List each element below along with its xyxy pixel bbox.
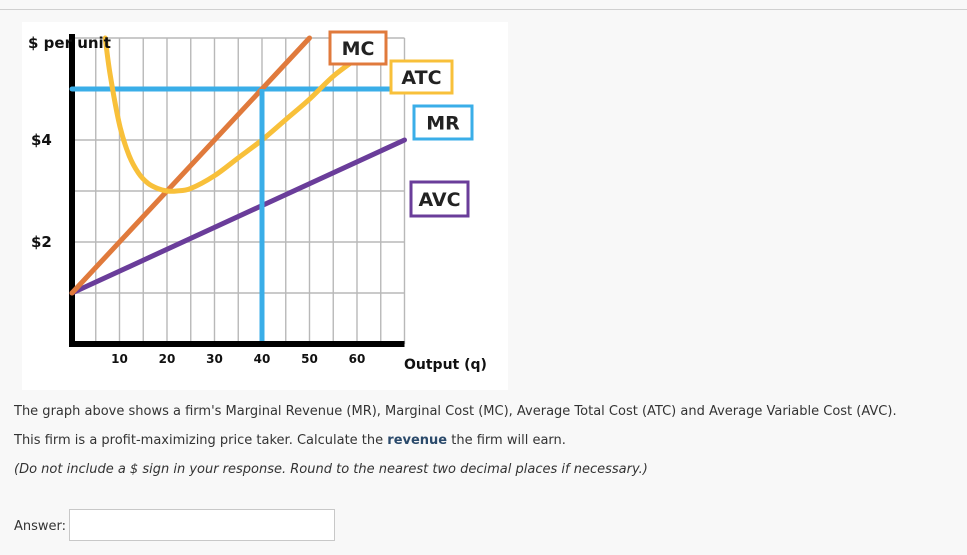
legend-mc-label: MC [342, 38, 375, 60]
legend-mr-label: MR [426, 113, 460, 135]
series-mc-line [69, 35, 312, 296]
x-tick-label: 50 [301, 352, 318, 366]
x-tick-label: 40 [254, 352, 271, 366]
legend-avc-box [409, 180, 470, 218]
series-avc-line [69, 137, 407, 296]
question-line-2-bold: revenue [387, 433, 448, 448]
legend-atc-box [389, 59, 454, 95]
question-line-3: (Do not include a $ sign in your respons… [14, 462, 648, 477]
question-line-2: This firm is a profit-maximizing price t… [14, 433, 566, 448]
series-lines [69, 35, 407, 341]
tick-labels: 10 20 30 40 50 60 $2 $4 [31, 131, 365, 366]
question-line-2-post: the firm will earn. [447, 433, 566, 448]
x-axis-label: Output (q) [404, 357, 487, 373]
question-line-2-pre: This firm is a profit-maximizing price t… [14, 433, 388, 448]
y-tick-label: $2 [31, 233, 52, 251]
legend-mc-box [328, 30, 388, 66]
y-tick-label: $4 [31, 131, 52, 149]
legend-mr-box [412, 104, 474, 141]
chart-area: 10 20 30 40 50 60 $2 $4 MC ATC MR AVC $ per unit O… [22, 22, 508, 390]
grid [72, 37, 406, 344]
question-line-1: The graph above shows a firm's Marginal … [14, 404, 897, 419]
legend: MC ATC MR AVC [328, 30, 474, 218]
x-tick-label: 10 [111, 352, 128, 366]
x-tick-label: 60 [349, 352, 366, 366]
x-tick-label: 30 [206, 352, 223, 366]
top-divider [0, 9, 967, 10]
answer-input[interactable] [69, 509, 335, 541]
x-tick-label: 20 [159, 352, 176, 366]
y-axis-label: $ per unit [28, 34, 111, 52]
chart-svg: 10 20 30 40 50 60 $2 $4 MC ATC MR AVC $ per unit O… [28, 30, 487, 373]
series-atc-line [102, 35, 360, 194]
answer-label: Answer: [14, 519, 67, 534]
legend-avc-label: AVC [418, 189, 460, 211]
legend-atc-label: ATC [401, 67, 441, 89]
